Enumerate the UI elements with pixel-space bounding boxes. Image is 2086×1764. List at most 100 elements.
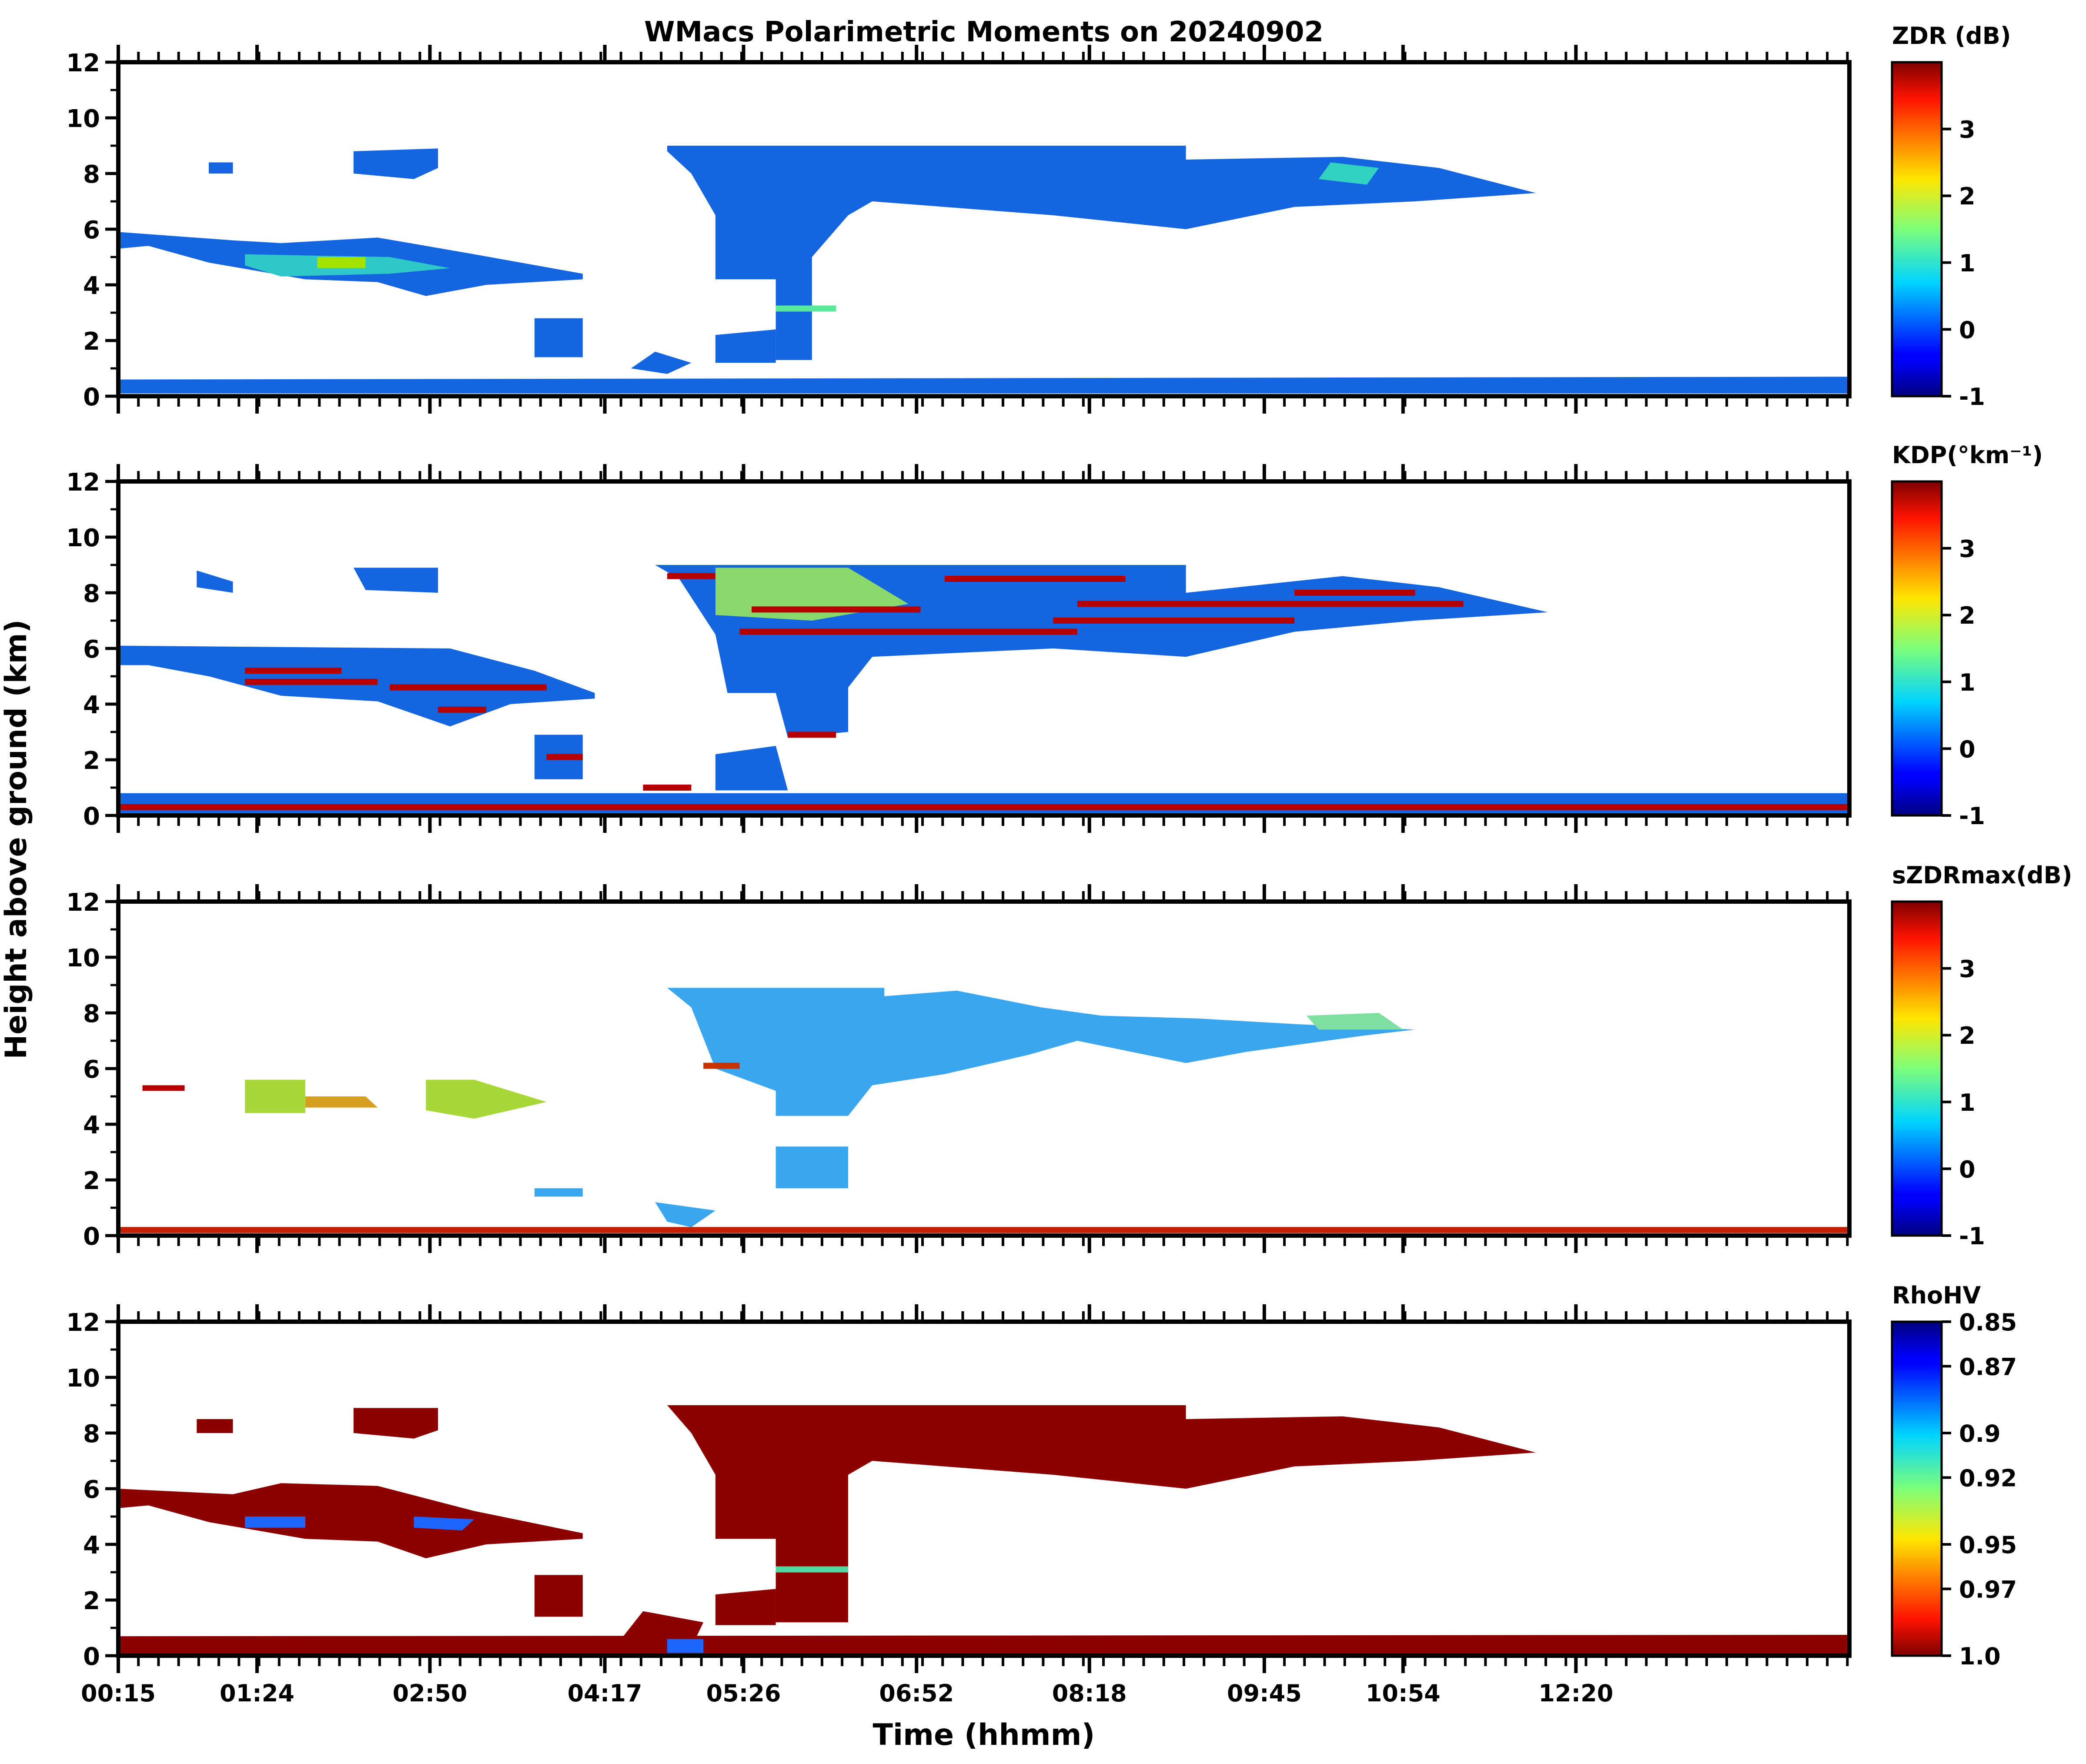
- zdr-axes-frame: [116, 60, 1852, 398]
- rhohv-colorbar-tick-label: 0.9: [1959, 1420, 2001, 1447]
- kdp-echo-band-8: [245, 668, 342, 674]
- kdp-colorbar-tick-label: 3: [1959, 535, 1976, 563]
- zdr-colorbar-tick-label: 1: [1959, 250, 1976, 277]
- szdrmax-echo-region-6: [305, 1096, 378, 1108]
- panel-rhohv: 0 2 4 6 8 10 12 00:15 01:24 02:50 04:17 05:26 06:52 0…: [66, 1282, 2017, 1707]
- kdp-colorbar: [1891, 480, 1943, 817]
- szdrmax-colorbar: [1891, 900, 1943, 1237]
- rhohv-y-tick-label: 12: [66, 1309, 100, 1337]
- kdp-echo-band-17: [1053, 618, 1295, 624]
- kdp-y-tick-label: 12: [66, 468, 100, 497]
- kdp-colorbar-tick-label: 2: [1959, 602, 1976, 629]
- szdrmax-colorbar-label: sZDRmax(dB): [1892, 862, 2072, 889]
- rhohv-colorbar-tick-label: 0.95: [1959, 1531, 2017, 1559]
- szdrmax-colorbar-tick-label: 0: [1959, 1156, 1976, 1183]
- x-tick-label: 09:45: [1227, 1680, 1302, 1707]
- zdr-colorbar-label: ZDR (dB): [1892, 22, 2011, 50]
- zdr-echo-region-10: [1318, 162, 1379, 185]
- rhohv-colorbar-tick-label: 0.87: [1959, 1353, 2017, 1380]
- rhohv-echo-region-9: [414, 1517, 475, 1530]
- rhohv-colorbar-tick-label: 1.0: [1959, 1643, 2001, 1670]
- x-tick-label: 05:26: [706, 1680, 781, 1707]
- rhohv-y-tick-label: 6: [83, 1476, 100, 1504]
- x-tick-label: 10:54: [1366, 1680, 1441, 1707]
- x-tick-label: 00:15: [81, 1680, 156, 1707]
- zdr-y-tick-label: 2: [83, 327, 100, 356]
- rhohv-echo-region-0: [118, 1483, 583, 1558]
- rhohv-colorbar-tick-label: 0.85: [1959, 1309, 2017, 1336]
- zdr-echo-region-3: [534, 318, 583, 357]
- rhohv-echo-region-8: [245, 1517, 305, 1528]
- zdr-echo-region-2: [353, 148, 438, 179]
- kdp-echo-band-19: [788, 732, 836, 738]
- zdr-colorbar-tick-label: -1: [1959, 383, 1985, 411]
- kdp-echo-region-6: [118, 793, 1849, 814]
- zdr-colorbar-tick-label: 2: [1959, 183, 1976, 210]
- zdr-echo-region-1: [209, 162, 233, 174]
- szdrmax-y-tick-label: 0: [83, 1223, 100, 1251]
- szdrmax-echo-region-4: [245, 1079, 305, 1113]
- szdrmax-y-tick-label: 10: [66, 944, 100, 972]
- zdr-echo-band-11: [776, 305, 836, 312]
- zdr-echo-region-9: [317, 257, 366, 268]
- szdrmax-echo-region-0: [667, 988, 1415, 1116]
- rhohv-y-tick-label: 8: [83, 1420, 100, 1448]
- szdrmax-colorbar-tick-label: -1: [1959, 1223, 1985, 1250]
- zdr-colorbar-tick-label: 0: [1959, 316, 1976, 344]
- szdrmax-axes-frame: [116, 899, 1852, 1238]
- kdp-colorbar-tick-label: 0: [1959, 735, 1976, 763]
- szdrmax-y-tick-label: 2: [83, 1167, 100, 1195]
- x-tick-label: 08:18: [1052, 1680, 1127, 1707]
- kdp-echo-band-21: [643, 785, 692, 791]
- kdp-echo-band-16: [1077, 601, 1464, 607]
- zdr-echo-region-4: [667, 146, 1536, 360]
- szdrmax-colorbar-tick-label: 1: [1959, 1089, 1976, 1116]
- kdp-echo-region-1: [197, 570, 233, 593]
- x-tick-label: 02:50: [392, 1680, 467, 1707]
- szdrmax-colorbar-tick-label: 3: [1959, 956, 1976, 983]
- kdp-echo-band-11: [438, 706, 486, 713]
- rhohv-y-tick-label: 2: [83, 1587, 100, 1615]
- rhohv-echo-region-1: [197, 1419, 233, 1433]
- kdp-echo-band-12: [667, 573, 715, 579]
- zdr-y-tick-label: 6: [83, 216, 100, 244]
- rhohv-echo-region-7: [118, 1635, 1849, 1654]
- kdp-y-tick-label: 8: [83, 580, 100, 608]
- szdrmax-echo-region-5: [426, 1079, 547, 1119]
- rhohv-colorbar-tick-label: 0.92: [1959, 1464, 2017, 1492]
- kdp-echo-region-0: [118, 645, 595, 727]
- kdp-echo-band-14: [739, 628, 1077, 635]
- kdp-colorbar-tick-label: -1: [1959, 802, 1985, 830]
- zdr-y-tick-label: 10: [66, 105, 100, 133]
- kdp-echo-band-10: [390, 684, 547, 691]
- szdrmax-colorbar-tick-label: 2: [1959, 1022, 1976, 1049]
- rhohv-echo-region-2: [353, 1408, 438, 1439]
- rhohv-y-tick-label: 10: [66, 1364, 100, 1393]
- kdp-y-tick-label: 4: [83, 691, 100, 719]
- zdr-y-tick-label: 4: [83, 272, 100, 300]
- szdrmax-y-tick-label: 12: [66, 889, 100, 917]
- kdp-echo-band-15: [944, 576, 1126, 582]
- szdrmax-y-tick-label: 8: [83, 1000, 100, 1028]
- kdp-echo-region-2: [353, 568, 438, 593]
- x-tick-label: 12:20: [1538, 1680, 1613, 1707]
- zdr-colorbar-tick-label: 3: [1959, 116, 1976, 144]
- szdrmax-echo-band-10: [118, 1227, 1849, 1233]
- rhohv-y-tick-label: 4: [83, 1531, 100, 1560]
- zdr-colorbar: [1891, 61, 1943, 398]
- zdr-echo-region-5: [631, 351, 692, 374]
- rhohv-colorbar: [1891, 1320, 1943, 1657]
- zdr-echo-region-7: [118, 377, 1849, 394]
- szdrmax-echo-band-9: [703, 1062, 740, 1069]
- zdr-echo-region-6: [715, 329, 776, 363]
- szdrmax-echo-region-8: [1306, 1013, 1403, 1030]
- rhohv-echo-band-11: [776, 1566, 848, 1573]
- kdp-colorbar-tick-label: 1: [1959, 669, 1976, 696]
- chart-title: WMacs Polarimetric Moments on 20240902: [644, 16, 1324, 48]
- rhohv-colorbar-label: RhoHV: [1892, 1282, 1981, 1309]
- rhohv-echo-region-4: [667, 1405, 1536, 1623]
- kdp-echo-band-18: [1294, 590, 1415, 596]
- szdrmax-echo-region-7: [142, 1085, 185, 1091]
